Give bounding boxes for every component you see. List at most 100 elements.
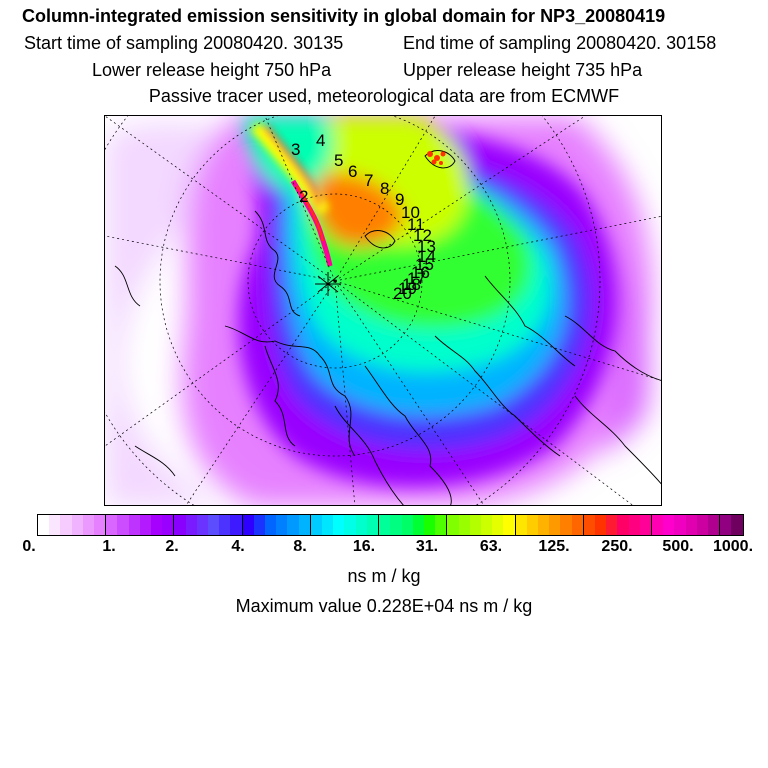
colorbar-swatch [594, 515, 607, 535]
colorbar-swatch [355, 515, 367, 535]
colorbar-swatch [230, 515, 242, 535]
colorbar-tick: 2. [165, 538, 179, 555]
colorbar-swatch [333, 515, 345, 535]
release-point-marker [315, 272, 341, 296]
map-canvas: 2 3 4 5 6 7 8 9 10 11 12 13 14 15 16 17 … [105, 116, 661, 505]
colorbar-swatch [38, 515, 50, 535]
trajectory-label: 9 [395, 190, 404, 209]
colorbar-swatch [71, 515, 83, 535]
colorbar-swatch [366, 515, 379, 535]
lower-release-label: Lower release height 750 hPa [92, 60, 332, 80]
graticule [105, 116, 661, 505]
trajectory-label: 11 [407, 215, 425, 234]
colorbar-swatch [128, 515, 140, 535]
plot-title: Column-integrated emission sensitivity i… [22, 6, 666, 26]
trajectory-label: 8 [380, 179, 389, 198]
colorbar-swatch [322, 515, 334, 535]
start-time-label: Start time of sampling 20080420. 30135 [24, 33, 344, 53]
colorbar-swatch [219, 515, 231, 535]
colorbar-swatch [276, 515, 288, 535]
colorbar-swatch [49, 515, 61, 535]
colorbar-swatch [390, 515, 402, 535]
colorbar-swatch [492, 515, 504, 535]
colorbar-swatch [265, 515, 277, 535]
colorbar-tick: 1. [102, 538, 116, 555]
colorbar-swatch [162, 515, 174, 535]
colorbar-swatch [94, 515, 106, 535]
colorbar-swatch [537, 515, 550, 535]
units-label: ns m / kg [347, 566, 421, 586]
colorbar-tick: 8. [293, 538, 307, 555]
colorbar-swatch [378, 515, 391, 535]
colorbar-swatch [458, 515, 470, 535]
trajectory-markers: 2 3 4 5 6 7 8 9 10 11 12 13 14 15 16 17 … [291, 131, 436, 303]
colorbar-swatch [560, 515, 572, 535]
trajectory-label: 3 [291, 140, 300, 159]
trajectory-label: 7 [364, 171, 373, 190]
colorbar-swatch [117, 515, 129, 535]
tracer-note: Passive tracer used, meteorological data… [148, 86, 620, 106]
colorbar-tick: 0. [22, 538, 36, 555]
trajectory-label: 16 [411, 263, 430, 282]
colorbar-swatch [241, 515, 254, 535]
colorbar-swatch [298, 515, 310, 535]
trajectory-label: 5 [334, 151, 343, 170]
trajectory-label: 14 [417, 247, 436, 266]
trajectory-label: 2 [299, 187, 308, 206]
colorbar-swatch [151, 515, 163, 535]
colorbar-tick: 250. [601, 538, 633, 555]
colorbar-swatch [423, 515, 436, 535]
colorbar-tick: 16. [352, 538, 376, 555]
trajectory-label: 20 [393, 284, 412, 303]
colorbar-swatch [628, 515, 640, 535]
colorbar-swatch [606, 515, 618, 535]
colorbar-tick: 63. [479, 538, 503, 555]
colorbar-swatch [469, 515, 481, 535]
trajectory-label: 15 [415, 255, 434, 274]
colorbar-swatch [663, 515, 675, 535]
trajectory-label: 6 [348, 162, 357, 181]
colorbar-swatch [412, 515, 424, 535]
trajectory-label: 10 [401, 203, 420, 222]
colorbar-swatch [60, 515, 72, 535]
trajectory-label: 12 [413, 226, 432, 245]
trajectory-label: 4 [316, 131, 325, 150]
colorbar-swatch [526, 515, 538, 535]
end-time-label: End time of sampling 20080420. 30158 [403, 33, 717, 53]
colorbar-swatch [617, 515, 629, 535]
colorbar-tick: 500. [662, 538, 694, 555]
colorbar-tick: 125. [538, 538, 570, 555]
colorbar-swatch [503, 515, 515, 535]
colorbar-swatch [707, 515, 720, 535]
sensitivity-field [105, 116, 652, 505]
colorbar-swatch [139, 515, 152, 535]
colorbar-swatch [549, 515, 561, 535]
trajectory-label: 19 [398, 279, 417, 298]
colorbar-swatch [674, 515, 686, 535]
colorbar-swatch [446, 515, 459, 535]
colorbar-tick: 31. [415, 538, 439, 555]
colorbar-swatch [309, 515, 323, 535]
colorbar-swatch [208, 515, 220, 535]
trajectory-label: 18 [402, 275, 421, 294]
colorbar-swatch [344, 515, 356, 535]
upper-release-label: Upper release height 735 hPa [403, 60, 643, 80]
coastlines [114, 150, 661, 505]
colorbar-swatch [639, 515, 651, 535]
high-sensitivity-spots [427, 151, 446, 165]
colorbar-swatch [173, 515, 186, 535]
colorbar-swatch [650, 515, 664, 535]
colorbar-swatch [401, 515, 413, 535]
colorbar-swatch [253, 515, 266, 535]
colorbar-swatch [435, 515, 447, 535]
colorbar-swatch [571, 515, 583, 535]
colorbar-swatch [480, 515, 493, 535]
colorbar-swatch [196, 515, 209, 535]
colorbar-swatch [731, 515, 743, 535]
colorbar-swatch [685, 515, 697, 535]
colorbar-swatch [582, 515, 595, 535]
colorbar-swatch [719, 515, 732, 535]
trajectory-label: 17 [407, 269, 426, 288]
sensitivity-map: 2 3 4 5 6 7 8 9 10 11 12 13 14 15 16 17 … [104, 115, 662, 506]
colorbar-tick: 4. [231, 538, 245, 555]
